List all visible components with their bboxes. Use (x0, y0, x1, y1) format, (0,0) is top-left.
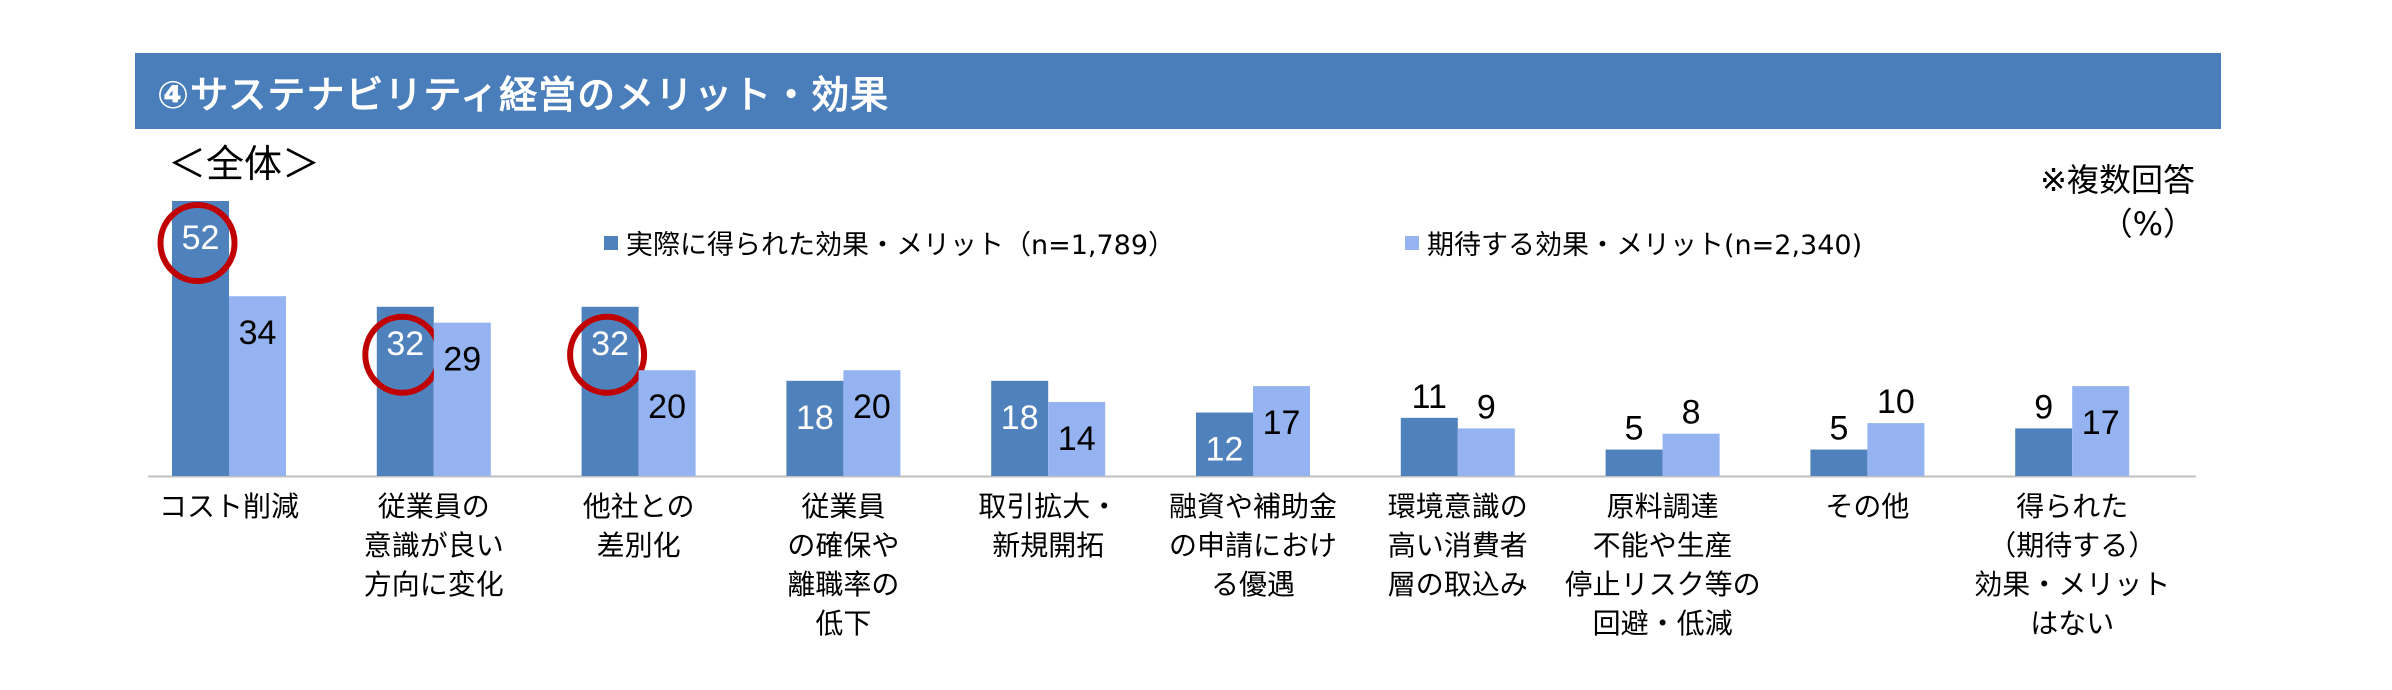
data-label-expected-1: 34 (239, 314, 277, 352)
bar-expected-3 (638, 370, 696, 476)
bar-expected-5 (1048, 401, 1106, 476)
legend-swatch-actual (604, 235, 618, 250)
bar-actual-7 (1400, 417, 1458, 476)
category-label-9: その他 (1825, 490, 1909, 523)
bar-expected-9 (1867, 423, 1925, 476)
category-label-6: 融資や補助金の申請における優遇 (1169, 490, 1337, 601)
data-label-actual-9: 5 (1829, 410, 1848, 448)
bar-expected-6 (1253, 386, 1310, 476)
legend-item-actual: 実際に得られた効果・メリット（n=1,789） (604, 223, 1175, 262)
data-label-expected-9: 10 (1877, 383, 1915, 421)
data-label-expected-7: 9 (1477, 388, 1496, 426)
legend-label-actual: 実際に得られた効果・メリット（n=1,789） (626, 230, 1176, 261)
data-label-expected-3: 20 (648, 388, 686, 426)
data-label-actual-2: 32 (386, 325, 424, 363)
data-label-actual-1: 52 (182, 219, 220, 257)
bar-expected-1 (229, 296, 286, 476)
legend-item-expected: 期待する効果・メリット(n=2,340) (1405, 223, 1862, 262)
data-label-actual-10: 9 (2034, 388, 2053, 426)
data-label-expected-4: 20 (853, 388, 891, 426)
category-label-1: コスト削減 (159, 490, 299, 523)
bar-actual-4 (786, 380, 844, 476)
data-label-actual-4: 18 (796, 399, 834, 437)
data-label-actual-5: 18 (1001, 399, 1039, 437)
chart-subtitle: ＜全体＞ (168, 142, 321, 186)
note-unit: （%） (2100, 205, 2195, 243)
data-label-expected-8: 8 (1682, 394, 1701, 432)
note-multiple-answers: ※複数回答 (2040, 161, 2195, 199)
bar-expected-8 (1662, 433, 1720, 476)
category-label-4: 従業員の確保や離職率の低下 (787, 490, 899, 640)
bar-expected-4 (843, 370, 901, 476)
category-label-8: 原料調達不能や生産停止リスク等の回避・低減 (1565, 490, 1761, 640)
data-label-expected-6: 17 (1263, 404, 1301, 442)
bar-actual-1 (172, 201, 229, 476)
multiple-answer-note: ※複数回答 （%） (1985, 158, 2195, 246)
category-label-7: 環境意識の高い消費者層の取込み (1388, 490, 1528, 601)
data-label-actual-6: 12 (1206, 431, 1244, 469)
data-label-actual-8: 5 (1625, 410, 1644, 448)
bar-actual-10 (2015, 428, 2073, 476)
data-label-expected-2: 29 (443, 341, 481, 379)
chart-title-bar: ④サステナビリティ経営のメリット・効果 (135, 53, 2221, 129)
bar-expected-10 (2072, 386, 2130, 476)
data-label-actual-3: 32 (591, 325, 629, 363)
legend-label-expected: 期待する効果・メリット(n=2,340) (1427, 230, 1863, 261)
category-label-2: 従業員の意識が良い方向に変化 (364, 490, 504, 601)
bar-actual-5 (991, 380, 1049, 476)
category-label-10: 得られた（期待する）効果・メリットはない (1974, 490, 2170, 640)
bar-expected-2 (433, 322, 491, 476)
bar-actual-8 (1605, 449, 1663, 476)
highlight-circle-3 (567, 313, 648, 396)
legend-swatch-expected (1405, 235, 1419, 250)
data-label-expected-5: 14 (1058, 420, 1096, 458)
chart-title: ④サステナビリティ経営のメリット・効果 (157, 72, 890, 117)
data-label-expected-10: 17 (2082, 404, 2120, 442)
category-label-3: 他社との差別化 (583, 490, 695, 562)
category-label-5: 取引拡大・新規開拓 (978, 490, 1118, 562)
bar-expected-7 (1457, 428, 1515, 476)
bar-actual-9 (1810, 449, 1868, 476)
highlight-circle-1 (157, 202, 238, 284)
bar-actual-6 (1196, 412, 1253, 476)
data-label-actual-7: 11 (1412, 378, 1447, 416)
